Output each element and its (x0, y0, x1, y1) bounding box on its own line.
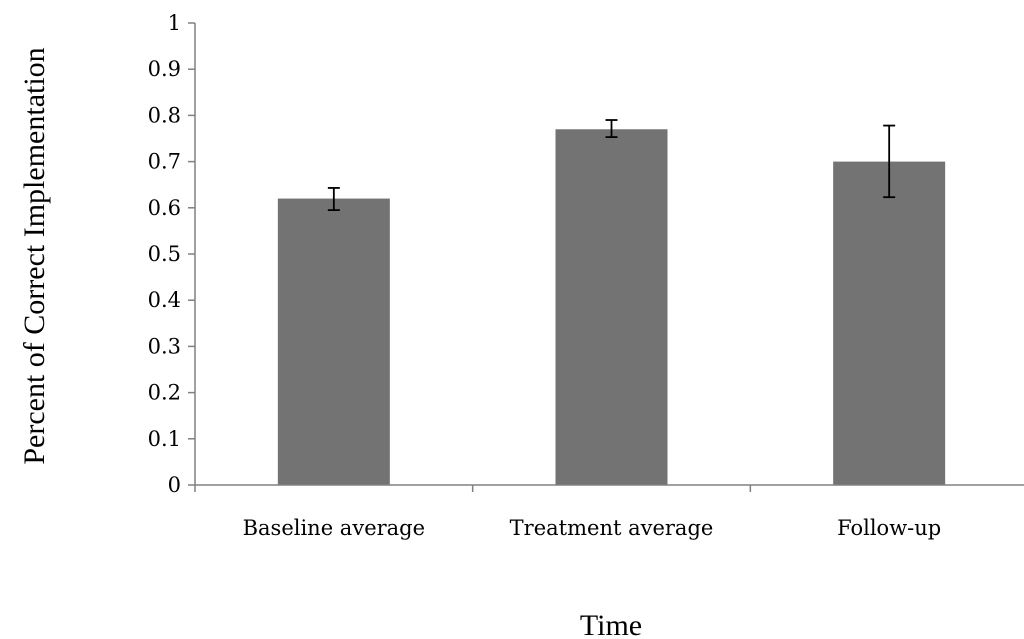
y-tick-label: 0.5 (148, 242, 181, 266)
y-tick-label: 0.3 (148, 334, 181, 358)
x-category-label: Baseline average (243, 516, 425, 540)
y-tick-label: 0.7 (148, 150, 181, 174)
y-axis-ticks: 0 0.1 0.2 0.3 0.4 0.5 0.6 0.7 0.8 0.9 1 (148, 11, 195, 497)
x-axis-title: Time (580, 609, 642, 639)
bar (555, 129, 668, 485)
y-tick-label: 0 (168, 473, 181, 497)
y-tick-label: 0.8 (148, 103, 181, 127)
y-tick-label: 0.4 (148, 288, 181, 312)
x-category-label: Treatment average (510, 516, 714, 540)
bar (833, 161, 946, 485)
y-tick-label: 0.1 (148, 427, 181, 451)
y-tick-label: 1 (168, 11, 181, 35)
y-axis-title: Percent of Correct Implementation (18, 47, 51, 464)
error-bars (327, 119, 896, 212)
bars (277, 129, 946, 485)
y-tick-label: 0.2 (148, 381, 181, 405)
axes (194, 23, 1024, 492)
y-tick-label: 0.9 (148, 57, 181, 81)
x-category-label: Follow-up (837, 516, 941, 540)
bar (277, 198, 390, 485)
y-tick-label: 0.6 (148, 196, 181, 220)
x-axis-category-labels: Baseline average Treatment average Follow-… (243, 516, 942, 540)
